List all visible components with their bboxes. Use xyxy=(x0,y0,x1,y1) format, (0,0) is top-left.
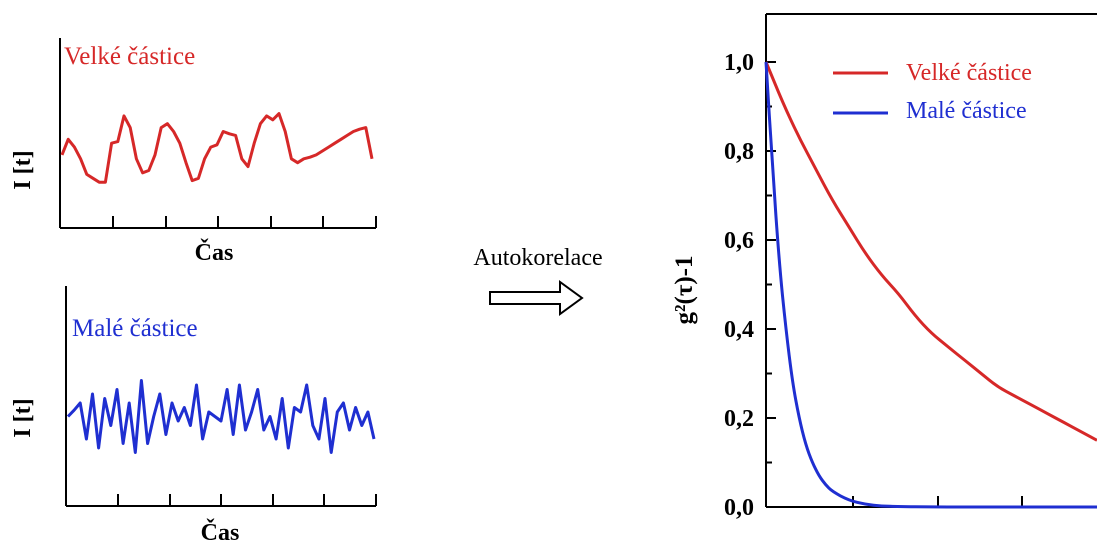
bottom-panel-label: Malé částice xyxy=(72,315,198,342)
top-intensity-panel: Velké částice I [t] Čas xyxy=(10,38,377,266)
correlation-y-tick-label: 0,4 xyxy=(724,317,754,343)
bottom-panel-ylabel: I [t] xyxy=(10,398,36,437)
bottom-intensity-panel: Malé částice I [t] Čas xyxy=(10,286,377,546)
correlation-y-ticks: 0,0 0,2 0,4 0,6 0,8 1,0 xyxy=(724,50,776,521)
bottom-panel-xlabel: Čas xyxy=(201,519,240,546)
correlation-y-tick-label: 0,0 xyxy=(724,495,754,521)
hollow-right-arrow-icon xyxy=(489,280,584,316)
top-panel-label: Velké částice xyxy=(64,43,195,70)
top-panel-ylabel: I [t] xyxy=(10,150,36,189)
correlation-y-tick-label: 0,2 xyxy=(724,406,754,432)
correlation-chart: g²(τ)-1 0,0 0,2 0,4 0,6 0,8 1,0 Velké částice… xyxy=(671,13,1097,521)
correlation-y-tick-label: 0,8 xyxy=(724,139,754,165)
correlation-y-tick-label: 1,0 xyxy=(724,50,754,76)
top-signal-line xyxy=(60,112,374,184)
legend: Velké částice Malé částice xyxy=(833,60,1032,124)
correlation-y-tick-label: 0,6 xyxy=(724,228,754,254)
autocorrelation-arrow: Autokorelace xyxy=(473,245,603,316)
top-panel-xlabel: Čas xyxy=(195,239,234,266)
correlation-ylabel: g²(τ)-1 xyxy=(671,256,698,325)
legend-label-small: Malé částice xyxy=(906,98,1027,124)
bottom-signal-line xyxy=(66,379,376,454)
legend-label-large: Velké částice xyxy=(906,60,1032,86)
correlation-line-small xyxy=(764,61,1097,509)
correlation-line-large xyxy=(764,61,1097,442)
arrow-label: Autokorelace xyxy=(473,245,602,271)
